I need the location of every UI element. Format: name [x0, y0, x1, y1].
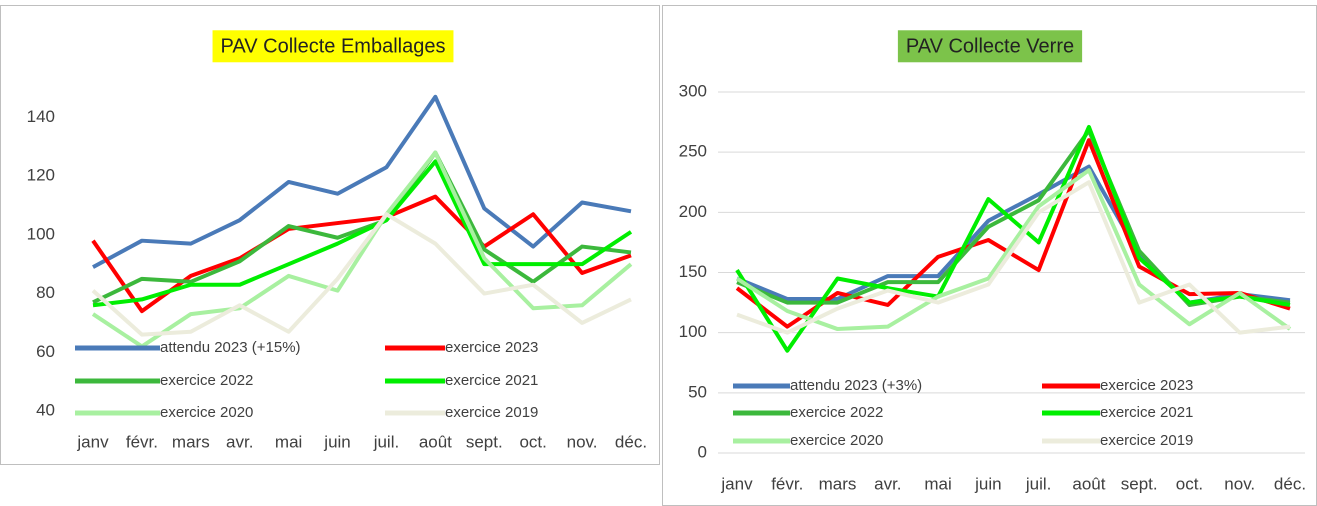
series-line [92, 94, 632, 269]
x-tick-label: nov. [567, 432, 598, 451]
series-line [91, 150, 633, 349]
x-tick-label: mai [275, 432, 302, 451]
x-tick-label: juil. [373, 432, 400, 451]
x-tick-label: nov. [1224, 474, 1255, 493]
series-line [736, 180, 1291, 335]
x-tick-label: avr. [226, 432, 253, 451]
series-line [92, 150, 632, 305]
legend-label: attendu 2023 (+15%) [160, 339, 301, 356]
x-tick-label: sept. [1121, 474, 1158, 493]
x-tick-label: déc. [615, 432, 647, 451]
legend-label: exercice 2019 [1100, 432, 1193, 449]
y-tick-label: 0 [698, 442, 707, 461]
series-line [736, 128, 1291, 307]
legend-label: exercice 2019 [445, 404, 538, 421]
legend-label: attendu 2023 (+3%) [790, 377, 922, 394]
x-tick-label: mai [924, 474, 951, 493]
x-tick-label: janv [720, 474, 753, 493]
series-line [735, 124, 1291, 353]
y-tick-label: 100 [679, 322, 707, 341]
chart-title: PAV Collecte Verre [906, 35, 1074, 57]
x-tick-label: juin [974, 474, 1001, 493]
legend-label: exercice 2021 [445, 372, 538, 389]
legend-label: exercice 2023 [1100, 377, 1193, 394]
x-tick-label: août [419, 432, 452, 451]
legend-label: exercice 2020 [160, 404, 253, 421]
series-line [735, 168, 1292, 332]
y-tick-label: 140 [27, 107, 55, 126]
x-tick-label: août [1072, 474, 1105, 493]
legend-label: exercice 2022 [160, 372, 253, 389]
chart-frame [0, 5, 660, 465]
title-background [212, 30, 454, 63]
legend-label: exercice 2023 [445, 339, 538, 356]
chart-frame [662, 5, 1317, 506]
legend-label: exercice 2021 [1100, 404, 1193, 421]
series-line [736, 164, 1291, 305]
legend-label: exercice 2020 [790, 432, 883, 449]
legend-label: exercice 2022 [790, 404, 883, 421]
chart-title: PAV Collecte Emballages [221, 35, 446, 57]
y-tick-label: 150 [679, 262, 707, 281]
series-line [91, 212, 632, 337]
y-tick-label: 120 [27, 166, 55, 185]
title-background [897, 30, 1083, 63]
x-tick-label: juil. [1025, 474, 1052, 493]
y-tick-label: 60 [36, 342, 55, 361]
y-tick-label: 80 [36, 283, 55, 302]
y-tick-label: 50 [688, 382, 707, 401]
x-tick-label: janv [76, 432, 109, 451]
series-line [92, 159, 633, 308]
y-tick-label: 100 [27, 224, 55, 243]
x-tick-label: févr. [126, 432, 158, 451]
y-tick-label: 40 [36, 400, 55, 419]
x-tick-label: oct. [1176, 474, 1203, 493]
x-tick-label: oct. [519, 432, 546, 451]
x-tick-label: sept. [466, 432, 503, 451]
x-tick-label: mars [819, 474, 857, 493]
x-tick-label: juin [323, 432, 350, 451]
x-tick-label: avr. [874, 474, 901, 493]
x-tick-label: déc. [1274, 474, 1306, 493]
y-tick-label: 300 [679, 81, 707, 100]
x-tick-label: févr. [771, 474, 803, 493]
x-tick-label: mars [172, 432, 210, 451]
y-tick-label: 250 [679, 142, 707, 161]
y-tick-label: 200 [679, 202, 707, 221]
